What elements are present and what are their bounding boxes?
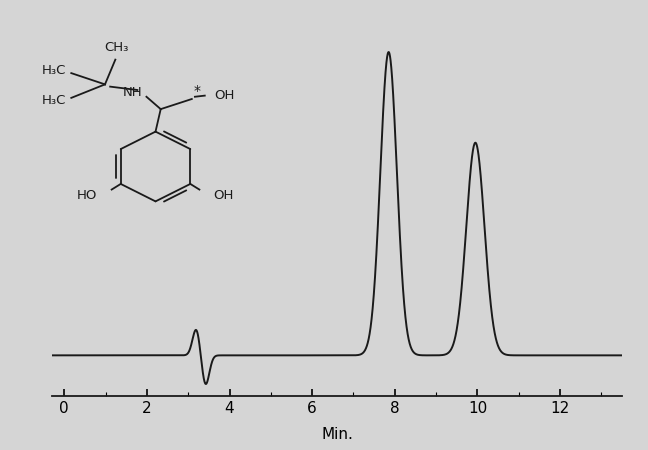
Text: HO: HO [77, 189, 97, 202]
Text: CH₃: CH₃ [104, 41, 129, 54]
Text: NH: NH [123, 86, 143, 99]
Text: OH: OH [214, 89, 234, 102]
Text: *: * [193, 84, 200, 98]
Text: H₃C: H₃C [41, 94, 66, 107]
Text: H₃C: H₃C [41, 64, 66, 77]
Text: OH: OH [214, 189, 234, 202]
X-axis label: Min.: Min. [321, 427, 353, 442]
